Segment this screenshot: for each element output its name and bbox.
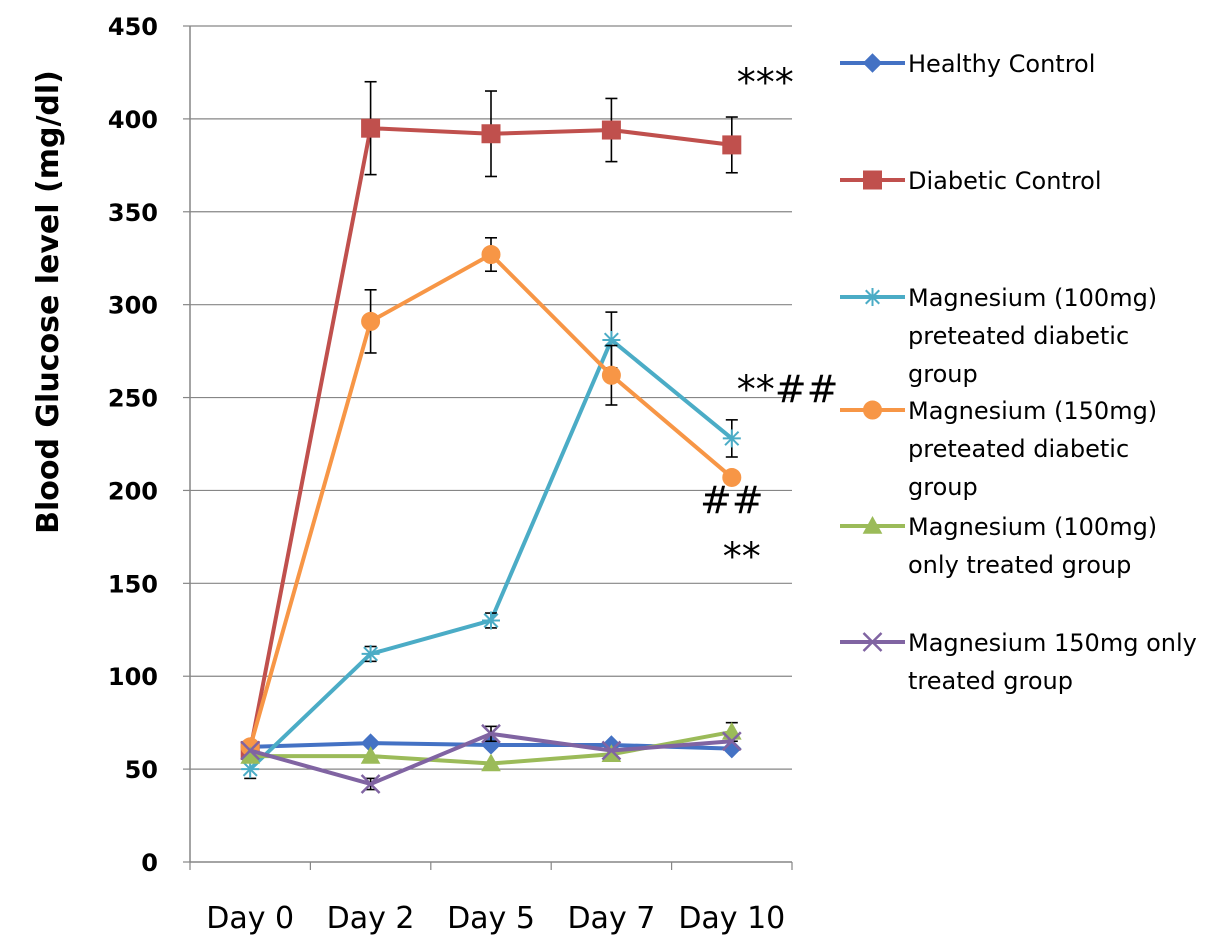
significance-annotation: ## (700, 479, 764, 523)
y-tick-label: 200 (108, 477, 158, 505)
data-point (481, 723, 501, 744)
y-tick-label: 450 (108, 13, 158, 41)
data-point (481, 245, 501, 265)
legend-entry-4: Magnesium (100mg) only treated group (840, 513, 1157, 579)
legend: Healthy Control Diabetic Control Magnesium… (840, 50, 1197, 695)
data-point (722, 429, 741, 448)
series-3 (240, 236, 742, 757)
annotations: *** **## ## ** (700, 61, 839, 579)
data-point (481, 124, 501, 144)
data-point (601, 740, 622, 761)
y-tick-label: 150 (108, 570, 158, 598)
data-point (240, 740, 261, 761)
y-tick-label: 300 (108, 292, 158, 320)
x-tick-label: Day 0 (206, 901, 294, 936)
legend-entry-5: Magnesium 150mg only treated group (840, 629, 1197, 695)
series-line (248, 126, 733, 751)
y-tick-label: 400 (108, 106, 158, 134)
legend-label: group (908, 360, 978, 388)
legend-swatch-marker (863, 288, 882, 306)
x-tick-label: Day 7 (567, 901, 655, 936)
data-point (721, 721, 742, 740)
y-tick-label: 0 (141, 849, 158, 877)
series-5 (240, 723, 742, 794)
series-line (248, 337, 734, 771)
y-tick-label: 350 (108, 199, 158, 227)
gridlines (183, 25, 793, 870)
data-point (601, 120, 621, 140)
y-axis-label: Blood Glucose level (mg/dl) (31, 70, 66, 534)
data-point (601, 365, 621, 385)
data-point (481, 753, 501, 772)
legend-label: Magnesium 150mg only (908, 629, 1197, 657)
legend-label: preteated diabetic (908, 435, 1129, 463)
data-point (482, 611, 500, 630)
legend-label: treated group (908, 667, 1073, 695)
series-2 (241, 311, 741, 780)
significance-annotation: **## (737, 367, 839, 411)
legend-label: group (908, 473, 978, 501)
legend-label: Diabetic Control (908, 167, 1102, 195)
y-tick-labels: 0 50 100 150 200 250 300 350 400 450 (108, 13, 158, 877)
legend-label: Healthy Control (908, 50, 1095, 78)
x-tick-label: Day 10 (678, 901, 785, 936)
legend-label: Magnesium (100mg) (908, 513, 1157, 541)
legend-swatch-marker (862, 632, 883, 652)
significance-annotation: ** (723, 534, 761, 578)
legend-entry-3: Magnesium (150mg) preteated diabetic group (840, 397, 1157, 501)
series-layer (240, 80, 742, 794)
y-tick-label: 100 (108, 663, 158, 691)
legend-entry-1: Diabetic Control (840, 167, 1102, 195)
x-tick-labels: Day 0 Day 2 Day 5 Day 7 Day 10 (206, 901, 785, 936)
data-point (722, 135, 742, 155)
data-point (361, 118, 381, 138)
legend-label: Magnesium (100mg) (908, 284, 1157, 312)
series-line (248, 252, 734, 748)
data-point (360, 746, 381, 764)
series-1 (240, 80, 742, 761)
significance-annotation: *** (737, 61, 794, 105)
data-point (360, 774, 381, 794)
axes (189, 26, 792, 863)
y-tick-label: 250 (108, 385, 158, 413)
x-tick-label: Day 5 (447, 901, 535, 936)
x-tick-label: Day 2 (327, 901, 415, 936)
legend-entry-0: Healthy Control (840, 50, 1095, 78)
data-point (361, 644, 380, 663)
legend-swatch-marker (862, 515, 883, 534)
data-point (721, 731, 742, 752)
legend-entry-2: Magnesium (100mg) preteated diabetic group (840, 284, 1157, 388)
legend-label: only treated group (908, 551, 1131, 579)
data-point (361, 311, 381, 331)
legend-swatch-marker (863, 400, 882, 420)
legend-swatch-marker (863, 170, 882, 190)
legend-label: Magnesium (150mg) (908, 397, 1157, 425)
data-point (722, 467, 742, 487)
legend-label: preteated diabetic (908, 322, 1129, 350)
y-tick-label: 50 (125, 756, 158, 784)
legend-swatch-marker (862, 53, 883, 73)
